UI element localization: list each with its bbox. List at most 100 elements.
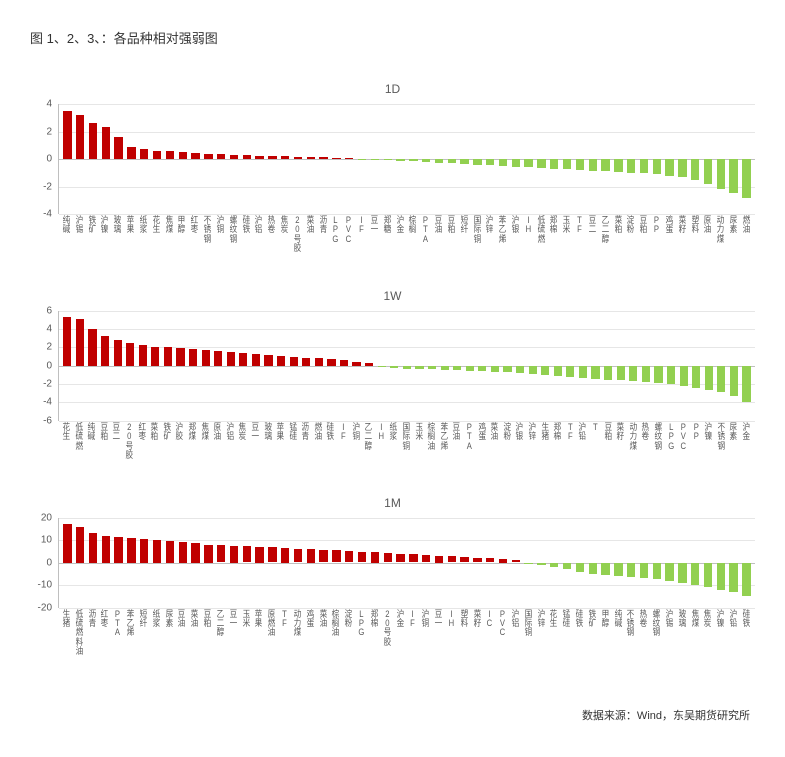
bar [554, 366, 562, 376]
x-label: 豆油 [432, 214, 445, 254]
bar [705, 366, 713, 390]
x-label: 棕榈油 [425, 421, 438, 461]
x-label: 菜粕 [612, 214, 625, 254]
bar [114, 137, 122, 159]
y-tick: 4 [46, 99, 52, 110]
bar [415, 366, 423, 369]
bar [191, 153, 199, 159]
x-label: 纯碱 [85, 421, 98, 461]
bar [640, 159, 648, 173]
bar [268, 156, 276, 159]
bar [307, 549, 315, 563]
bar [164, 347, 172, 365]
bar [589, 563, 597, 574]
x-label: 纯碱 [612, 608, 625, 657]
x-label: 纸浆 [387, 421, 400, 461]
bar [88, 329, 96, 366]
bar [243, 155, 251, 159]
bar [512, 159, 520, 167]
x-label: 菜油 [304, 214, 317, 254]
x-label: 2 0 号 胶 [123, 421, 136, 461]
bar [76, 527, 84, 563]
x-label: 豆粕 [201, 608, 214, 657]
bar [319, 157, 327, 159]
x-label: 沪铝 [252, 214, 265, 254]
x-label: 鸡蛋 [476, 421, 489, 461]
x-label: 菜粕 [148, 421, 161, 461]
bar [202, 350, 210, 366]
x-label: 铁矿 [86, 214, 99, 254]
x-label: 沥青 [86, 608, 99, 657]
x-label: P T A [463, 421, 476, 461]
x-label: 甲醇 [599, 608, 612, 657]
y-tick: -20 [38, 602, 52, 613]
bar [460, 159, 468, 164]
y-tick: 0 [46, 154, 52, 165]
chart-1M: 1M-20-1001020生猪低硫燃料油沥青红枣P T A苯乙烯短纤纸浆尿素豆油… [30, 496, 755, 657]
bar [654, 366, 662, 383]
bar [729, 563, 737, 592]
bar [396, 159, 404, 161]
x-label: 花生 [547, 608, 560, 657]
x-label: 豆粕 [445, 214, 458, 254]
bar [139, 345, 147, 366]
x-label: 玻璃 [262, 421, 275, 461]
bar [537, 159, 545, 168]
y-tick: -2 [43, 181, 52, 192]
bar [63, 524, 71, 562]
x-label: 不锈钢 [624, 608, 637, 657]
x-label: 塑料 [458, 608, 471, 657]
x-label: 硅铁 [573, 608, 586, 657]
bar [153, 151, 161, 159]
bar [390, 366, 398, 368]
bar [566, 366, 574, 377]
bar [601, 563, 609, 575]
x-label: 菜籽 [471, 608, 484, 657]
bar [486, 159, 494, 165]
x-label: 玉米 [560, 214, 573, 254]
x-label: 塑料 [689, 214, 702, 254]
bar [503, 366, 511, 372]
x-label: 棕榈 [406, 214, 419, 254]
bar [665, 563, 673, 581]
x-label: 螺纹钢 [227, 214, 240, 254]
bar [512, 560, 520, 563]
y-tick: -6 [43, 415, 52, 426]
x-label: 甲醇 [175, 214, 188, 254]
bar [358, 552, 366, 563]
x-label: 郑棉 [551, 421, 564, 461]
x-label: 国际铜 [400, 421, 413, 461]
x-label: 热卷 [639, 421, 652, 461]
x-label: 沪锌 [535, 608, 548, 657]
bar [614, 563, 622, 577]
bar [541, 366, 549, 375]
bar [396, 554, 404, 563]
chart-1W: 1W-6-4-20246花生低硫燃纯碱豆粕豆二2 0 号 胶红枣菜粕铁矿沪胶郑煤… [30, 289, 755, 461]
bar [717, 563, 725, 590]
bar [332, 550, 340, 562]
x-label: L P G [665, 421, 678, 461]
bar [302, 358, 310, 366]
x-label: 不锈钢 [715, 421, 728, 461]
bar [653, 563, 661, 580]
bar [384, 159, 392, 160]
bar [214, 351, 222, 366]
bar [717, 159, 725, 189]
bar [448, 556, 456, 562]
x-label: T [589, 421, 602, 461]
x-label: 铁矿 [586, 608, 599, 657]
bar [742, 563, 750, 597]
x-label: 豆一 [368, 214, 381, 254]
x-label: 苹果 [252, 608, 265, 657]
bar [692, 366, 700, 388]
x-label: 沪镍 [702, 421, 715, 461]
x-label: 纸浆 [150, 608, 163, 657]
x-label: 乙二醇 [362, 421, 375, 461]
bar [435, 159, 443, 163]
y-tick: 4 [46, 324, 52, 335]
x-label: P T A [111, 608, 124, 657]
x-label: 沪金 [740, 421, 753, 461]
x-label: 菜油 [488, 421, 501, 461]
bar [499, 559, 507, 562]
x-label: I H [375, 421, 388, 461]
